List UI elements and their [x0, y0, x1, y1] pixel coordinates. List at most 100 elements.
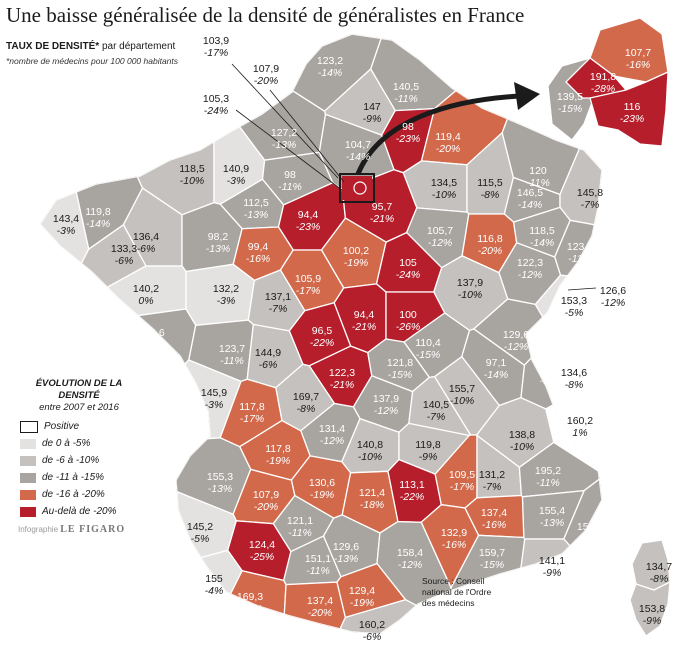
department-label-percent: -20% — [308, 607, 333, 619]
department-label-percent: -20% — [254, 501, 279, 513]
department-label-value: 107,9 — [253, 489, 279, 501]
legend-item: Au-delà de -20% — [20, 503, 138, 520]
department-label-value: 122,3 — [517, 257, 543, 269]
department-label-value: 137,4 — [307, 595, 333, 607]
department-label-percent: -21% — [352, 321, 377, 333]
department-label-value: 118,5 — [179, 163, 205, 175]
subtitle-rest: par département — [99, 41, 176, 52]
page-title: Une baisse généralisée de la densité de … — [6, 3, 525, 27]
department-label-value: 116,8 — [477, 233, 503, 245]
department-label-percent: -5% — [565, 307, 584, 319]
map-subtitle: TAUX DE DENSITÉ* par département — [6, 41, 175, 52]
department-label-value: 109,5 — [449, 469, 475, 481]
department-label-value: 137,9 — [457, 277, 483, 289]
department-label-percent: -14% — [346, 151, 371, 163]
inset-label-value: 107,7 — [625, 47, 651, 59]
department-label-value: 110,4 — [415, 337, 441, 349]
department-label-value: 143,4 — [53, 213, 79, 225]
department-label-value: 132,9 — [441, 527, 467, 539]
department-label-percent: -16% — [482, 519, 507, 531]
department-label-percent: -9% — [543, 567, 562, 579]
paris-inset — [547, 17, 669, 147]
department-label-value: 131,2 — [479, 469, 505, 481]
department-label-value: 119,8 — [415, 439, 441, 451]
department-label-percent: -17% — [240, 413, 265, 425]
department-label-value: 140,9 — [223, 163, 249, 175]
department-label-percent: -12% — [428, 237, 453, 249]
legend-swatch — [20, 420, 38, 433]
department-label-percent: -19% — [344, 257, 369, 269]
department-label-percent: -22% — [310, 337, 335, 349]
paris-outline — [353, 181, 367, 195]
department-label-value: 169,7 — [293, 391, 319, 403]
department-label-percent: -24% — [396, 269, 421, 281]
department-label-value: 121,4 — [359, 487, 385, 499]
department-label-percent: -10% — [358, 451, 383, 463]
department-label-value: 134,7 — [646, 561, 672, 573]
department-label-value: 130,6 — [309, 477, 335, 489]
department-label-percent: -21% — [370, 213, 395, 225]
department-label-value: 113,1 — [399, 479, 425, 491]
department-label-value: 140,8 — [357, 439, 383, 451]
department-label-percent: -11% — [278, 181, 302, 193]
department-label-percent: -23% — [396, 133, 421, 145]
department-label-percent: -11% — [536, 477, 560, 489]
department-label-value: 129,6 — [503, 329, 529, 341]
department-label-percent: -19% — [350, 597, 375, 609]
department-label-percent: -12% — [374, 405, 399, 417]
department-label-percent: -13% — [334, 553, 359, 565]
department-label-value: 140,5 — [393, 81, 419, 93]
department-label-percent: -10% — [450, 395, 475, 407]
department-label-value: 119,4 — [435, 131, 461, 143]
department-label-percent: -21% — [330, 379, 355, 391]
department-label-value: 122,3 — [329, 367, 355, 379]
inset-label-percent: -28% — [591, 83, 616, 95]
department-label-percent: -14% — [86, 218, 111, 230]
department-label-percent: -26% — [396, 321, 421, 333]
department-label-percent: -19% — [310, 489, 335, 501]
department-label-percent: -6% — [137, 243, 156, 255]
legend-label: de -11 à -15% — [42, 472, 105, 483]
inset-label-percent: -23% — [620, 113, 645, 125]
department-label-value: 153,3 — [561, 295, 587, 307]
department-label-percent: -14% — [484, 369, 509, 381]
department-label-value: 127,2 — [271, 127, 297, 139]
legend-item: de 0 à -5% — [20, 435, 138, 452]
callout-label-percent: -20% — [254, 75, 279, 87]
legend-item: Positive — [20, 418, 138, 435]
department-label-percent: -9% — [363, 113, 382, 125]
department-label-percent: -16% — [442, 539, 467, 551]
department-label-value: 155,3 — [207, 471, 233, 483]
callout-line — [567, 287, 597, 291]
inset-department-tile — [589, 70, 669, 147]
department-label-value: 137,4 — [481, 507, 507, 519]
department-label-percent: -8% — [481, 189, 500, 201]
department-label-percent: -12% — [504, 341, 529, 353]
paris-zoom-arrow — [355, 93, 521, 175]
department-label-percent: -10% — [180, 175, 205, 187]
legend-label: Au-delà de -20% — [42, 506, 117, 517]
legend-swatch — [20, 472, 36, 483]
callout-label-value: 107,9 — [253, 63, 279, 75]
department-label-value: 112,5 — [243, 197, 269, 209]
department-label-value: 94,4 — [298, 209, 319, 221]
department-label-value: 195,2 — [535, 465, 561, 477]
department-label-value: 126,6 — [600, 285, 626, 297]
department-label-percent: -14% — [318, 67, 343, 79]
department-label-value: 97,1 — [486, 357, 507, 369]
department-label-percent: -15% — [388, 369, 413, 381]
department-label-percent: -25% — [250, 551, 275, 563]
department-label-value: 159,7 — [479, 547, 505, 559]
department-label-value: 112,6 — [139, 327, 165, 339]
subtitle-caps: TAUX DE DENSITÉ* — [6, 41, 100, 52]
department-label-value: 146,5 — [517, 187, 543, 199]
department-label-value: 129,4 — [349, 585, 375, 597]
department-label-percent: -3% — [227, 175, 246, 187]
department-label-value: 104,7 — [345, 139, 371, 151]
department-label-percent: -13% — [206, 243, 231, 255]
department-label-percent: -11% — [288, 527, 312, 539]
department-label-value: 145,2 — [187, 521, 213, 533]
department-label-value: 155,7 — [449, 383, 475, 395]
department-label-percent: -13% — [272, 139, 297, 151]
